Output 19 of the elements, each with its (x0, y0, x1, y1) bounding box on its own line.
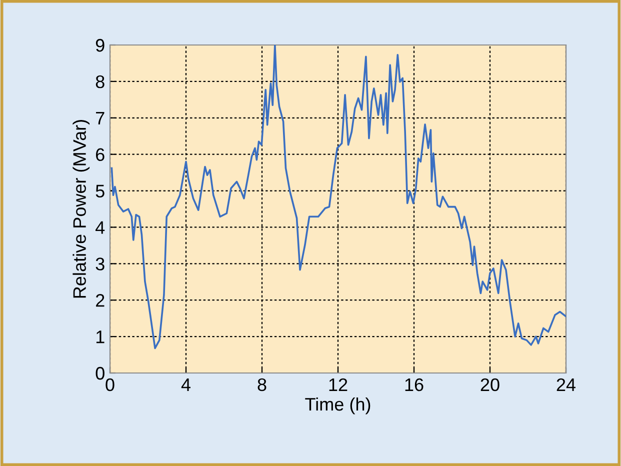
y-tick-label: 1 (96, 330, 104, 344)
x-tick-label: 24 (556, 378, 576, 391)
x-tick-label: 0 (106, 378, 114, 392)
y-tick-label: 0 (96, 366, 104, 380)
y-tick-label: 3 (96, 258, 104, 270)
x-axis-title: Time (h) (305, 397, 370, 414)
y-axis-title: Relative Power (MVar) (72, 120, 90, 298)
y-tick-label: 8 (96, 75, 104, 88)
y-tick-label: 7 (96, 112, 104, 124)
y-tick-label: 2 (96, 294, 104, 307)
y-tick-label: 4 (96, 221, 105, 234)
x-tick-label: 16 (405, 378, 424, 392)
x-tick-label: 20 (480, 378, 500, 392)
y-tick-label: 9 (96, 38, 104, 52)
y-tick-label: 5 (96, 184, 104, 198)
y-tick-label: 6 (96, 148, 104, 162)
x-tick-label: 8 (258, 378, 266, 392)
x-tick-label: 4 (181, 378, 190, 391)
x-tick-label: 12 (329, 378, 348, 391)
